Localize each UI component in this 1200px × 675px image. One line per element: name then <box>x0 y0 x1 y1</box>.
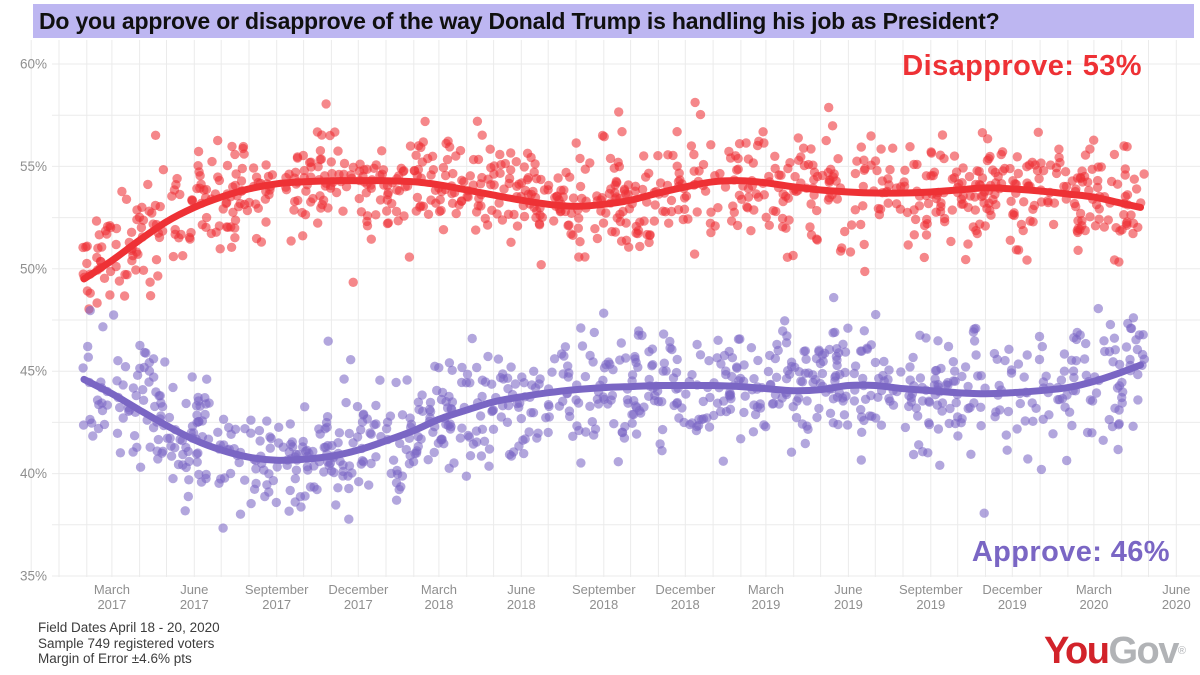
x-tick-month: December <box>328 582 389 597</box>
x-tick-year: 2020 <box>1079 597 1108 612</box>
x-tick-month: September <box>245 582 309 597</box>
x-tick-year: 2018 <box>589 597 618 612</box>
x-tick-year: 2017 <box>344 597 373 612</box>
x-tick-month: September <box>572 582 636 597</box>
survey-question-banner: Do you approve or disapprove of the way … <box>33 4 1194 38</box>
logo-you: You <box>1044 630 1110 672</box>
x-tick-year: 2018 <box>507 597 536 612</box>
y-tick-label: 35% <box>20 569 47 584</box>
x-tick-month: September <box>899 582 963 597</box>
x-tick-month: June <box>507 582 535 597</box>
x-tick-year: 2019 <box>751 597 780 612</box>
x-tick-year: 2019 <box>834 597 863 612</box>
logo-gov: Gov <box>1108 630 1179 672</box>
y-tick-label: 55% <box>20 159 47 174</box>
margin-of-error-note: Margin of Error ±4.6% pts <box>38 651 192 666</box>
trend-disapprove <box>80 177 1144 283</box>
survey-question-text: Do you approve or disapprove of the way … <box>39 7 1000 34</box>
x-tick-year: 2017 <box>97 597 126 612</box>
x-tick-year: 2018 <box>424 597 453 612</box>
sample-size-note: Sample 749 registered voters <box>38 635 215 651</box>
trend-approve <box>80 361 1144 464</box>
x-tick-year: 2019 <box>916 597 945 612</box>
x-tick-month: March <box>421 582 457 597</box>
registered-trademark-icon: ® <box>1177 645 1186 657</box>
y-tick-label: 45% <box>20 364 47 379</box>
y-axis-labels: 60% 55% 50% 45% 40% 35% <box>20 57 47 584</box>
field-dates-note: Field Dates April 18 - 20, 2020 <box>38 620 220 635</box>
x-tick-month: March <box>94 582 130 597</box>
disapprove-callout: Disapprove: 53% <box>902 50 1142 82</box>
x-tick-month: June <box>834 582 862 597</box>
gridlines <box>30 40 1200 577</box>
x-tick-month: December <box>655 582 716 597</box>
x-tick-year: 2020 <box>1162 597 1191 612</box>
scatter-approve <box>78 292 1150 533</box>
x-tick-year: 2017 <box>180 597 209 612</box>
yougov-logo: YouGov® <box>1044 632 1186 670</box>
x-tick-month: March <box>748 582 784 597</box>
approve-callout: Approve: 46% <box>971 536 1170 568</box>
footnote-block: Field Dates April 18 - 20, 2020 Sample 7… <box>38 620 220 667</box>
y-tick-label: 40% <box>20 466 47 481</box>
y-tick-label: 50% <box>20 261 47 276</box>
x-tick-year: 2019 <box>998 597 1027 612</box>
x-tick-year: 2017 <box>262 597 291 612</box>
x-tick-month: June <box>180 582 208 597</box>
x-tick-month: June <box>1162 582 1190 597</box>
x-tick-year: 2018 <box>671 597 700 612</box>
x-tick-month: December <box>982 582 1043 597</box>
x-axis-labels: March2017June2017September2017December20… <box>94 582 1191 612</box>
x-tick-month: March <box>1076 582 1112 597</box>
y-tick-label: 60% <box>20 57 47 72</box>
